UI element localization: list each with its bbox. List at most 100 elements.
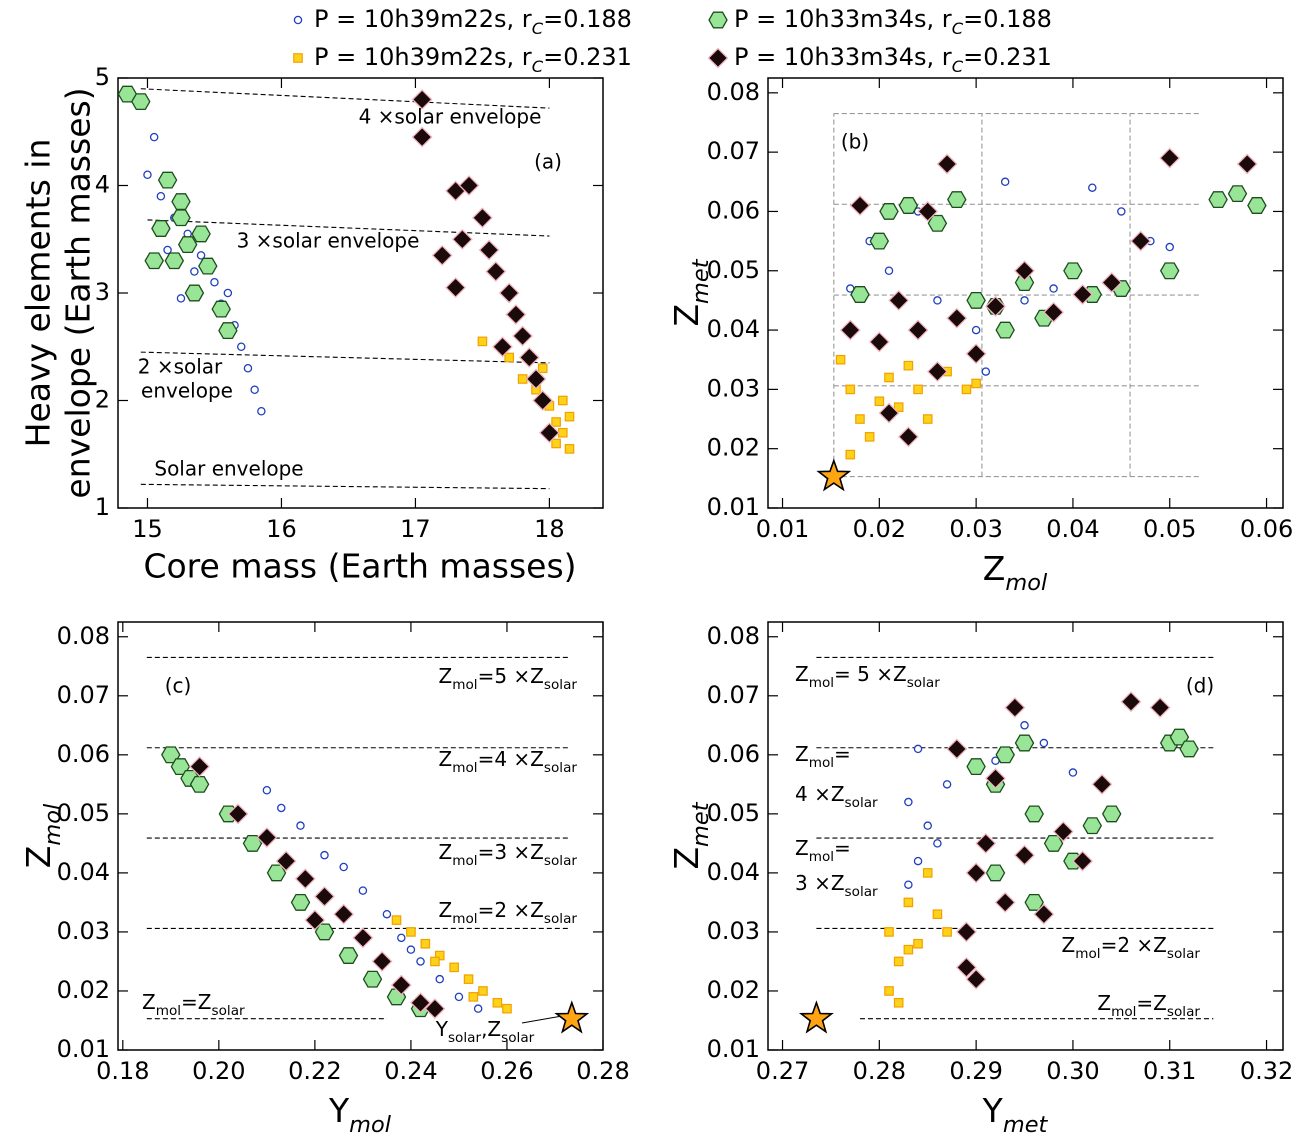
- subscript: solar: [1167, 946, 1201, 962]
- scatter-point: [845, 449, 856, 460]
- scatter-point: [339, 862, 348, 872]
- scatter-point: [903, 360, 914, 371]
- y-tick-label: 0.06: [57, 740, 110, 768]
- scatter-point: [176, 294, 186, 303]
- annotation: 4 ×solar envelope: [359, 105, 542, 129]
- scatter-point: [131, 93, 151, 111]
- scatter-point: [277, 803, 286, 813]
- scatter-point: [242, 834, 263, 852]
- y-tick-label: 0.04: [707, 315, 760, 343]
- scatter-point: [406, 945, 416, 954]
- text-part: Z: [983, 549, 1006, 588]
- subscript: mol: [452, 911, 477, 927]
- subscript: C: [532, 57, 544, 76]
- plot-frame: [767, 621, 1284, 1051]
- scatter-point: [942, 780, 952, 789]
- scatter-point: [551, 438, 561, 449]
- scatter-point: [512, 325, 534, 347]
- legend-label: P = 10h39m22s, rC=0.188: [314, 5, 632, 38]
- text-part: = 5 ×Z: [834, 662, 907, 686]
- annotation: 2 ×solar: [138, 355, 223, 379]
- scatter-point: [913, 744, 923, 754]
- scatter-point: [458, 175, 480, 196]
- scatter-point: [1014, 734, 1035, 752]
- scatter-point: [946, 307, 968, 329]
- scatter-point: [411, 89, 433, 110]
- scatter-point: [362, 970, 383, 988]
- annotation: Zmol=Zsolar: [142, 990, 245, 1020]
- subscript: mol: [809, 849, 834, 865]
- scatter-point: [434, 950, 445, 961]
- subscript: mol: [40, 803, 66, 846]
- text-part: Z: [667, 304, 706, 327]
- plot-frame: [117, 621, 604, 1051]
- scatter-point: [884, 266, 894, 276]
- subscript: solar: [544, 853, 578, 869]
- subscript: C: [952, 57, 964, 76]
- scatter-point: [1101, 805, 1122, 823]
- x-tick-label: 0.01: [756, 515, 809, 543]
- x-tick-label: 0.05: [1143, 515, 1196, 543]
- scatter-point: [505, 304, 527, 325]
- y-axis-label: Zmet: [667, 801, 714, 869]
- scatter-point: [478, 986, 488, 996]
- scatter-point: [314, 923, 335, 941]
- scatter-point: [904, 797, 913, 807]
- annotation: 3 ×Zsolar: [795, 871, 878, 901]
- scatter-point: [1159, 262, 1180, 280]
- scatter-point: [893, 402, 904, 412]
- y-tick-label: 0.08: [57, 622, 110, 650]
- text-part: Z: [439, 747, 453, 771]
- scatter-point: [942, 927, 952, 937]
- annotation: Solar envelope: [154, 457, 303, 481]
- scatter-point: [304, 909, 326, 931]
- scatter-point: [196, 251, 206, 260]
- scatter-point: [1101, 272, 1123, 294]
- scatter-point: [424, 998, 446, 1020]
- text-part: =: [834, 836, 851, 860]
- scatter-point: [955, 956, 977, 978]
- scatter-point: [1149, 697, 1171, 719]
- scatter-point: [485, 261, 507, 282]
- subscript: solar: [544, 911, 578, 927]
- x-tick-label: 0.28: [853, 1057, 906, 1085]
- annotation: envelope: [141, 379, 233, 403]
- scatter-point: [184, 284, 205, 302]
- x-tick-label: 0.03: [949, 515, 1002, 543]
- annotation: (c): [165, 674, 192, 698]
- x-axis-label: Core mass (Earth masses): [143, 547, 576, 586]
- scatter-point: [468, 992, 479, 1002]
- scatter-point: [397, 933, 406, 943]
- solar-star: [816, 458, 852, 492]
- scatter-point: [1159, 147, 1181, 169]
- y-tick-label: 0.06: [707, 740, 760, 768]
- scatter-point: [913, 938, 923, 949]
- scatter-point: [1236, 153, 1258, 175]
- annotation: Zmol=Zsolar: [1097, 991, 1200, 1021]
- scatter-point: [504, 352, 515, 363]
- legend-label: P = 10h33m34s, rC=0.231: [734, 43, 1052, 76]
- scatter-point: [218, 322, 238, 340]
- annotation: Zmol=: [795, 836, 851, 866]
- scatter-point: [884, 372, 894, 383]
- scatter-point: [1004, 697, 1026, 719]
- y-tick-label: 0.02: [707, 434, 760, 462]
- scatter-point: [416, 957, 425, 966]
- scatter-point: [314, 886, 335, 907]
- subscript: met: [688, 801, 714, 847]
- scatter-point: [966, 758, 986, 776]
- scatter-point: [879, 203, 899, 220]
- subscript: solar: [1167, 1004, 1201, 1020]
- plot-frame: [767, 77, 1284, 509]
- x-tick-label: 15: [132, 515, 163, 543]
- x-tick-label: 0.06: [1240, 515, 1293, 543]
- scatter-point: [955, 921, 977, 943]
- scatter-point: [923, 821, 932, 830]
- scatter-point: [888, 289, 910, 311]
- scatter-point: [845, 384, 856, 395]
- scatter-point: [371, 950, 393, 972]
- scatter-point: [157, 171, 178, 189]
- y-tick-label: 0.03: [707, 917, 760, 945]
- scatter-point: [431, 244, 453, 266]
